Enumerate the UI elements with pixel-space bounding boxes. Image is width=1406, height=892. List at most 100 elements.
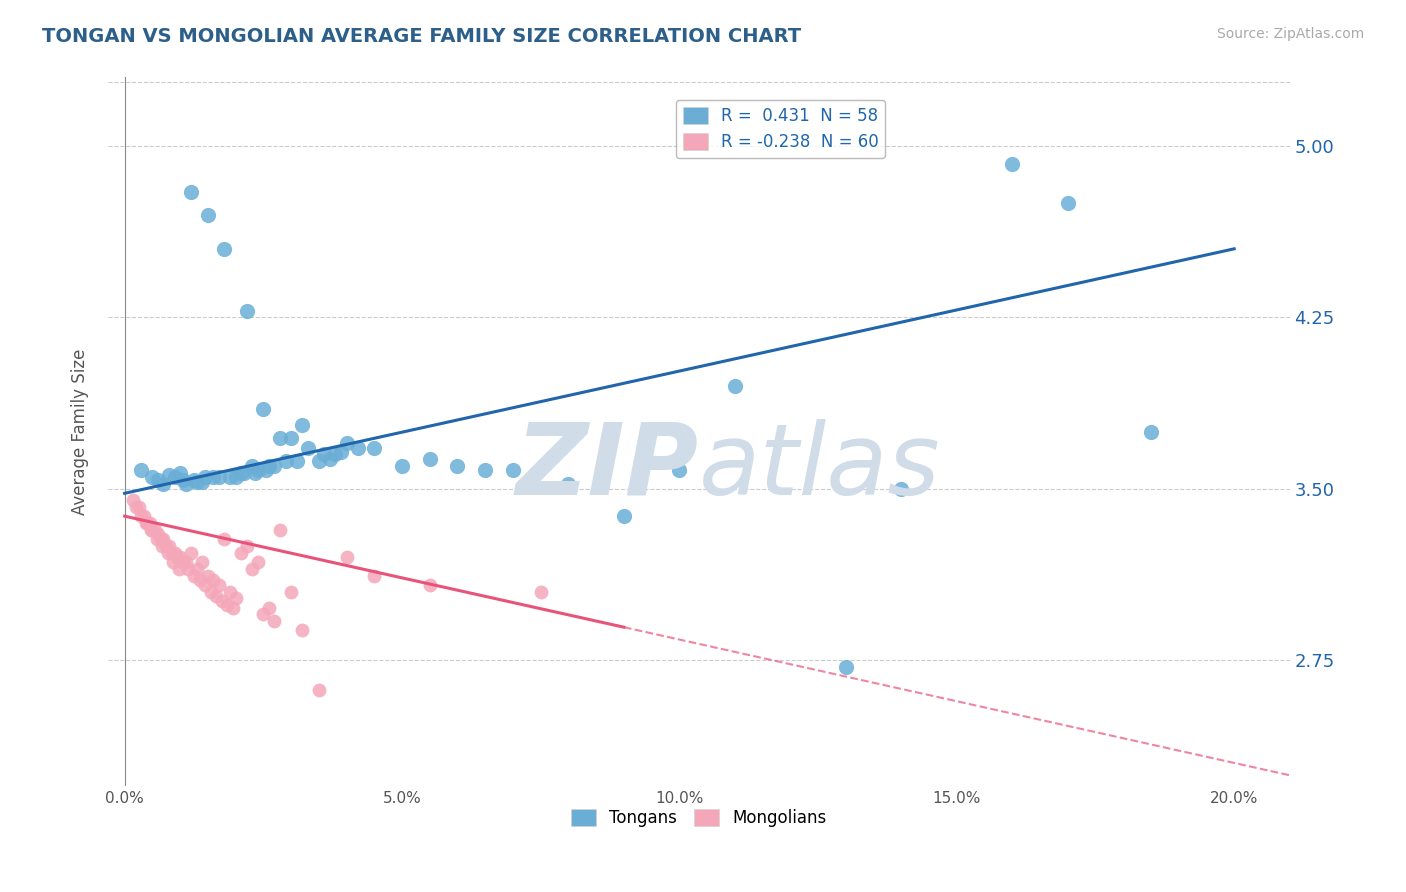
Point [613, 509, 636, 524]
Point [502, 463, 524, 477]
Point [128, 500, 150, 514]
Point [141, 470, 163, 484]
Point [202, 470, 225, 484]
Point [163, 546, 186, 560]
Point [219, 584, 242, 599]
Point [155, 539, 177, 553]
Point [231, 466, 253, 480]
Point [152, 477, 174, 491]
Point [177, 562, 200, 576]
Point [129, 509, 152, 524]
Point [1140, 425, 1163, 439]
Text: ZIP: ZIP [516, 418, 699, 516]
Point [269, 523, 291, 537]
Point [240, 562, 263, 576]
Point [346, 441, 368, 455]
Point [222, 600, 245, 615]
Point [122, 493, 145, 508]
Point [419, 578, 441, 592]
Point [191, 475, 214, 489]
Point [129, 463, 152, 477]
Point [186, 562, 208, 576]
Point [202, 573, 225, 587]
Point [138, 516, 160, 530]
Point [419, 452, 441, 467]
Point [135, 516, 157, 530]
Point [243, 466, 266, 480]
Point [263, 614, 285, 628]
Point [180, 185, 202, 199]
Legend: Tongans, Mongolians: Tongans, Mongolians [564, 803, 834, 834]
Point [197, 208, 219, 222]
Point [232, 466, 254, 480]
Point [291, 417, 314, 432]
Point [172, 473, 194, 487]
Point [257, 458, 280, 473]
Point [269, 432, 291, 446]
Point [363, 568, 385, 582]
Point [330, 445, 353, 459]
Point [194, 578, 217, 592]
Point [235, 539, 257, 553]
Point [157, 539, 180, 553]
Point [297, 441, 319, 455]
Point [174, 555, 197, 569]
Text: atlas: atlas [699, 418, 941, 516]
Point [308, 454, 330, 468]
Point [291, 624, 314, 638]
Point [235, 303, 257, 318]
Point [169, 466, 191, 480]
Point [186, 475, 208, 489]
Text: Source: ZipAtlas.com: Source: ZipAtlas.com [1216, 27, 1364, 41]
Point [188, 573, 211, 587]
Point [146, 473, 169, 487]
Point [225, 470, 247, 484]
Point [314, 447, 336, 461]
Point [135, 516, 157, 530]
Point [180, 546, 202, 560]
Point [183, 568, 205, 582]
Point [335, 550, 357, 565]
Point [208, 470, 231, 484]
Point [200, 584, 222, 599]
Point [162, 555, 184, 569]
Point [530, 584, 553, 599]
Point [208, 578, 231, 592]
Point [240, 458, 263, 473]
Point [285, 454, 308, 468]
Point [167, 562, 190, 576]
Point [231, 546, 253, 560]
Point [246, 555, 269, 569]
Point [474, 463, 496, 477]
Point [132, 509, 155, 524]
Point [211, 593, 233, 607]
Point [319, 452, 342, 467]
Point [363, 441, 385, 455]
Point [149, 532, 172, 546]
Point [254, 463, 277, 477]
Point [166, 550, 188, 565]
Point [143, 523, 166, 537]
Y-axis label: Average Family Size: Average Family Size [72, 349, 89, 515]
Point [191, 555, 214, 569]
Point [890, 482, 912, 496]
Point [1056, 196, 1078, 211]
Point [225, 591, 247, 606]
Point [257, 600, 280, 615]
Point [335, 436, 357, 450]
Point [217, 599, 239, 613]
Point [183, 473, 205, 487]
Point [252, 607, 274, 622]
Point [146, 532, 169, 546]
Point [263, 458, 285, 473]
Point [163, 470, 186, 484]
Point [141, 523, 163, 537]
Point [280, 584, 302, 599]
Point [172, 555, 194, 569]
Text: TONGAN VS MONGOLIAN AVERAGE FAMILY SIZE CORRELATION CHART: TONGAN VS MONGOLIAN AVERAGE FAMILY SIZE … [42, 27, 801, 45]
Point [252, 401, 274, 416]
Point [160, 546, 183, 560]
Point [668, 463, 690, 477]
Point [557, 477, 579, 491]
Point [169, 550, 191, 565]
